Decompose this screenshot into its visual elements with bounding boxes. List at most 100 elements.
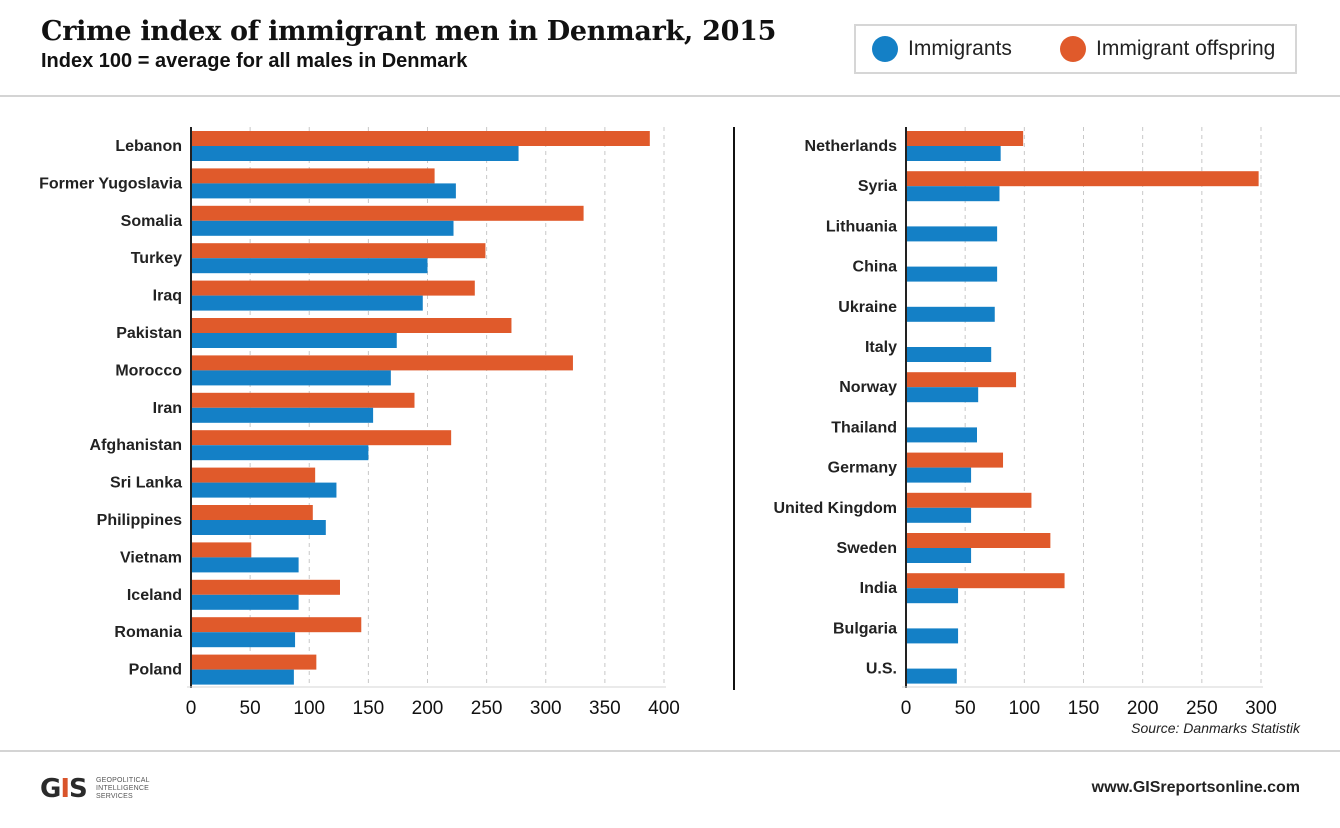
bar-offspring-pakistan — [191, 318, 512, 333]
bar-immigrants-pakistan — [191, 333, 397, 348]
category-label-italy: Italy — [865, 339, 897, 356]
bar-immigrants-philippines — [191, 520, 326, 535]
x-tick-label: 100 — [1008, 698, 1040, 719]
category-label-u-s: U.S. — [866, 661, 897, 678]
bar-offspring-vietnam — [191, 542, 252, 558]
footer-divider — [0, 750, 1340, 752]
bar-immigrants-iraq — [191, 295, 423, 311]
category-label-turkey: Turkey — [131, 250, 182, 267]
bar-immigrants-china — [906, 266, 998, 282]
x-tick-label: 50 — [955, 698, 976, 719]
bar-immigrants-romania — [191, 632, 296, 648]
bar-offspring-somalia — [191, 205, 584, 221]
bar-offspring-afghanistan — [191, 430, 452, 446]
category-label-germany: Germany — [828, 460, 897, 477]
category-label-syria: Syria — [858, 178, 897, 195]
legend-swatch-offspring — [1060, 36, 1086, 62]
bar-offspring-former-yugoslavia — [191, 168, 435, 184]
category-label-thailand: Thailand — [831, 419, 897, 436]
x-tick-label: 0 — [901, 698, 912, 719]
bar-offspring-sweden — [906, 533, 1051, 548]
bar-immigrants-syria — [906, 186, 1000, 202]
bar-immigrants-italy — [906, 347, 992, 362]
gis-logo-text: GEOPOLITICAL INTELLIGENCE SERVICES — [96, 777, 150, 800]
x-tick-label: 100 — [293, 698, 325, 719]
category-label-pakistan: Pakistan — [116, 325, 182, 342]
x-tick-label: 200 — [412, 698, 444, 719]
x-tick-label: 350 — [589, 698, 621, 719]
bar-offspring-united-kingdom — [906, 492, 1032, 508]
category-label-lithuania: Lithuania — [826, 218, 897, 235]
x-tick-label: 200 — [1127, 698, 1159, 719]
bar-immigrants-lebanon — [191, 146, 519, 161]
bar-immigrants-u-s — [906, 668, 957, 684]
bar-offspring-netherlands — [906, 131, 1024, 146]
bar-offspring-romania — [191, 617, 362, 633]
category-label-iran: Iran — [153, 400, 182, 417]
category-label-united-kingdom: United Kingdom — [773, 500, 897, 517]
legend-label-offspring: Immigrant offspring — [1096, 37, 1276, 60]
bar-offspring-iceland — [191, 579, 340, 595]
bar-immigrants-somalia — [191, 220, 454, 236]
category-label-vietnam: Vietnam — [120, 549, 182, 566]
bar-offspring-philippines — [191, 505, 313, 520]
bar-offspring-germany — [906, 452, 1004, 468]
category-label-romania: Romania — [114, 624, 182, 641]
legend: Immigrants Immigrant offspring — [854, 24, 1297, 74]
category-label-philippines: Philippines — [97, 512, 182, 529]
bar-immigrants-lithuania — [906, 226, 998, 242]
bar-immigrants-vietnam — [191, 557, 299, 573]
bar-offspring-turkey — [191, 243, 486, 259]
bar-immigrants-iceland — [191, 594, 299, 610]
bar-immigrants-germany — [906, 467, 972, 483]
category-label-somalia: Somalia — [121, 213, 182, 230]
bar-immigrants-morocco — [191, 370, 391, 386]
category-label-sri-lanka: Sri Lanka — [110, 475, 182, 492]
category-label-china: China — [853, 259, 898, 276]
x-tick-label: 150 — [1068, 698, 1100, 719]
bar-immigrants-sweden — [906, 548, 972, 563]
x-tick-label: 250 — [1186, 698, 1218, 719]
category-label-lebanon: Lebanon — [115, 138, 182, 155]
bar-immigrants-former-yugoslavia — [191, 183, 456, 199]
category-label-iraq: Iraq — [153, 288, 182, 305]
bar-offspring-norway — [906, 372, 1017, 388]
bar-offspring-india — [906, 573, 1065, 589]
category-label-norway: Norway — [839, 379, 897, 396]
x-tick-label: 50 — [240, 698, 261, 719]
gis-logo-mark: GIS — [40, 774, 88, 804]
x-tick-label: 300 — [1245, 698, 1277, 719]
category-label-bulgaria: Bulgaria — [833, 620, 897, 637]
x-tick-label: 400 — [648, 698, 680, 719]
chart-title: Crime index of immigrant men in Denmark,… — [41, 16, 777, 47]
category-label-former-yugoslavia: Former Yugoslavia — [39, 175, 182, 192]
bar-immigrants-iran — [191, 407, 374, 423]
chart-header: Crime index of immigrant men in Denmark,… — [0, 0, 1340, 96]
source-note: Source: Danmarks Statistik — [1131, 720, 1300, 736]
x-tick-label: 250 — [471, 698, 503, 719]
bar-immigrants-thailand — [906, 427, 977, 443]
gis-logo: GIS GEOPOLITICAL INTELLIGENCE SERVICES — [40, 774, 160, 808]
category-label-iceland: Iceland — [127, 587, 182, 604]
x-tick-label: 0 — [186, 698, 197, 719]
category-label-poland: Poland — [129, 662, 182, 679]
category-label-india: India — [860, 580, 897, 597]
bar-immigrants-norway — [906, 387, 979, 403]
header-divider — [0, 95, 1340, 97]
legend-item-immigrants: Immigrants — [872, 26, 1012, 72]
bar-offspring-lebanon — [191, 131, 650, 146]
bar-offspring-morocco — [191, 355, 573, 371]
chart-subtitle: Index 100 = average for all males in Den… — [41, 50, 468, 72]
x-tick-label: 150 — [353, 698, 385, 719]
category-label-netherlands: Netherlands — [805, 138, 898, 155]
bar-immigrants-ukraine — [906, 306, 995, 322]
category-label-sweden: Sweden — [837, 540, 897, 557]
legend-swatch-immigrants — [872, 36, 898, 62]
website-url: www.GISreportsonline.com — [1091, 779, 1300, 796]
bar-offspring-sri-lanka — [191, 467, 316, 483]
bar-offspring-poland — [191, 654, 317, 670]
category-label-ukraine: Ukraine — [838, 299, 897, 316]
legend-item-offspring: Immigrant offspring — [1060, 26, 1275, 72]
bar-immigrants-united-kingdom — [906, 507, 972, 523]
